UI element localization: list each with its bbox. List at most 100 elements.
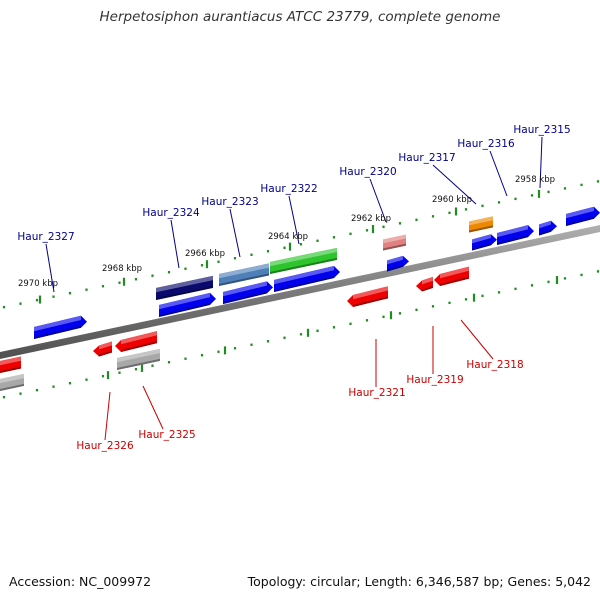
gene-haur-2318[interactable] [434,266,469,286]
gene-haur-2320b-shadow [387,264,403,272]
gene-haur-2323-shadow [219,273,269,286]
gene-haur-2323b-highlight [223,281,267,297]
gene-haur-2318-shadow [440,276,469,286]
scale-label: 2960 kbp [432,195,472,205]
gene-haur-2320-highlight [383,234,406,244]
gene-label[interactable]: Haur_2316 [457,138,515,150]
gene-haur-2322b-highlight [274,266,334,285]
gene-haur-2322[interactable] [270,247,337,274]
gene-haur-2325b-highlight [117,348,160,363]
gene-haur-2324-highlight [156,275,213,293]
gene-haur-2327[interactable] [34,315,87,339]
gene-left-edge-grey-shadow [0,383,24,391]
scale-label: 2970 kbp [18,279,58,289]
gene-haur-2316-highlight [497,225,528,238]
gene-haur-2322b-shadow [274,276,334,292]
leader-line [104,391,111,441]
accession-text: Accession: NC_009972 [9,574,152,589]
gene-haur-2323[interactable] [219,263,269,286]
gene-haur-2324-shadow [156,285,213,300]
leader-line [432,164,477,205]
leader-line [288,195,300,245]
scale-label: 2962 kbp [351,214,391,224]
scale-label: 2964 kbp [268,232,308,242]
gene-haur-2324b-shadow [159,302,210,317]
gene-haur-2323b-shadow [223,291,267,304]
gene-haur-2327-shadow [34,325,81,339]
gene-haur-2324b-highlight [159,292,210,310]
gene-haur-2324[interactable] [156,275,213,300]
gene-label[interactable]: Haur_2317 [398,152,455,164]
gene-haur-2322b[interactable] [274,266,340,292]
scale-label: 2966 kbp [185,249,225,259]
gene-label[interactable]: Haur_2326 [76,440,134,452]
gene-haur-2321-shadow [353,296,388,307]
gene-label[interactable]: Haur_2323 [201,196,258,208]
leader-line [489,150,508,197]
gene-haur-2319-shadow [422,285,433,292]
gene-haur-2315[interactable] [539,220,557,236]
gene-haur-2325-shadow [121,341,157,352]
gene-haur-2317b-highlight [472,234,491,244]
gene-haur-2317-shadow [469,225,493,233]
gene-label[interactable]: Haur_2320 [339,166,396,178]
gene-haur-2322-shadow [270,257,337,274]
scale-label: 2958 kbp [515,175,555,185]
leader-line [460,319,494,360]
genome-axis [0,225,600,359]
leader-line [539,136,543,189]
gene-left-edge-grey-highlight [0,373,24,384]
gene-haur-2320b-highlight [387,255,403,265]
gene-left-edge-red[interactable] [0,356,21,373]
leader-line [45,243,55,293]
gene-haur-2326[interactable] [93,341,112,357]
gene-haur-2323-highlight [219,263,269,279]
gene-haur-2315-shadow [539,229,551,236]
gene-haur-2320[interactable] [383,234,406,251]
gene-left-edge-grey[interactable] [0,373,24,391]
gene-haur-2322-highlight [270,247,337,267]
gene-haur-2325[interactable] [115,331,157,352]
gene-label[interactable]: Haur_2321 [348,387,405,399]
gene-haur-2320-shadow [383,243,406,251]
gene-haur-2321-highlight [353,286,388,300]
gene-haur-2314[interactable] [566,206,600,226]
gene-left-edge-red-highlight [0,356,21,366]
gene-label[interactable]: Haur_2327 [17,231,74,243]
gene-haur-2323b[interactable] [223,281,273,304]
gene-left-edge-red-shadow [0,366,21,373]
gene-haur-2319[interactable] [416,276,433,292]
gene-haur-2317-highlight [469,216,493,226]
gene-haur-2316-shadow [497,235,528,245]
gene-haur-2325b-shadow [117,358,160,370]
gene-label[interactable]: Haur_2324 [142,207,200,219]
gene-label[interactable]: Haur_2319 [406,374,463,386]
gene-haur-2320b[interactable] [387,255,409,272]
gene-haur-2321[interactable] [347,286,388,307]
leader-line [369,178,387,223]
gene-haur-2326-highlight [99,341,112,350]
page-title: Herpetosiphon aurantiacus ATCC 23779, co… [99,9,501,25]
gene-haur-2314-highlight [566,206,594,219]
gene-label[interactable]: Haur_2322 [260,183,317,195]
gene-haur-2317b[interactable] [472,234,497,251]
gene-haur-2315-highlight [539,220,551,229]
gene-haur-2319-highlight [422,276,433,285]
gene-haur-2325-highlight [121,331,157,345]
gene-haur-2317b-shadow [472,243,491,251]
gene-haur-2318-highlight [440,266,469,279]
gene-haur-2324b[interactable] [159,292,216,317]
gene-label[interactable]: Haur_2325 [138,429,195,441]
gene-haur-2326-shadow [99,350,112,357]
scale-label: 2968 kbp [102,264,142,274]
gene-haur-2317[interactable] [469,216,493,233]
gene-haur-2316[interactable] [497,225,534,245]
gene-haur-2325b[interactable] [117,348,160,370]
gene-haur-2327-highlight [34,315,81,332]
gene-haur-2314-shadow [566,216,594,226]
gene-label[interactable]: Haur_2315 [513,124,570,136]
gene-label[interactable]: Haur_2318 [466,359,523,371]
leader-line [142,385,164,430]
leader-line [170,219,180,269]
